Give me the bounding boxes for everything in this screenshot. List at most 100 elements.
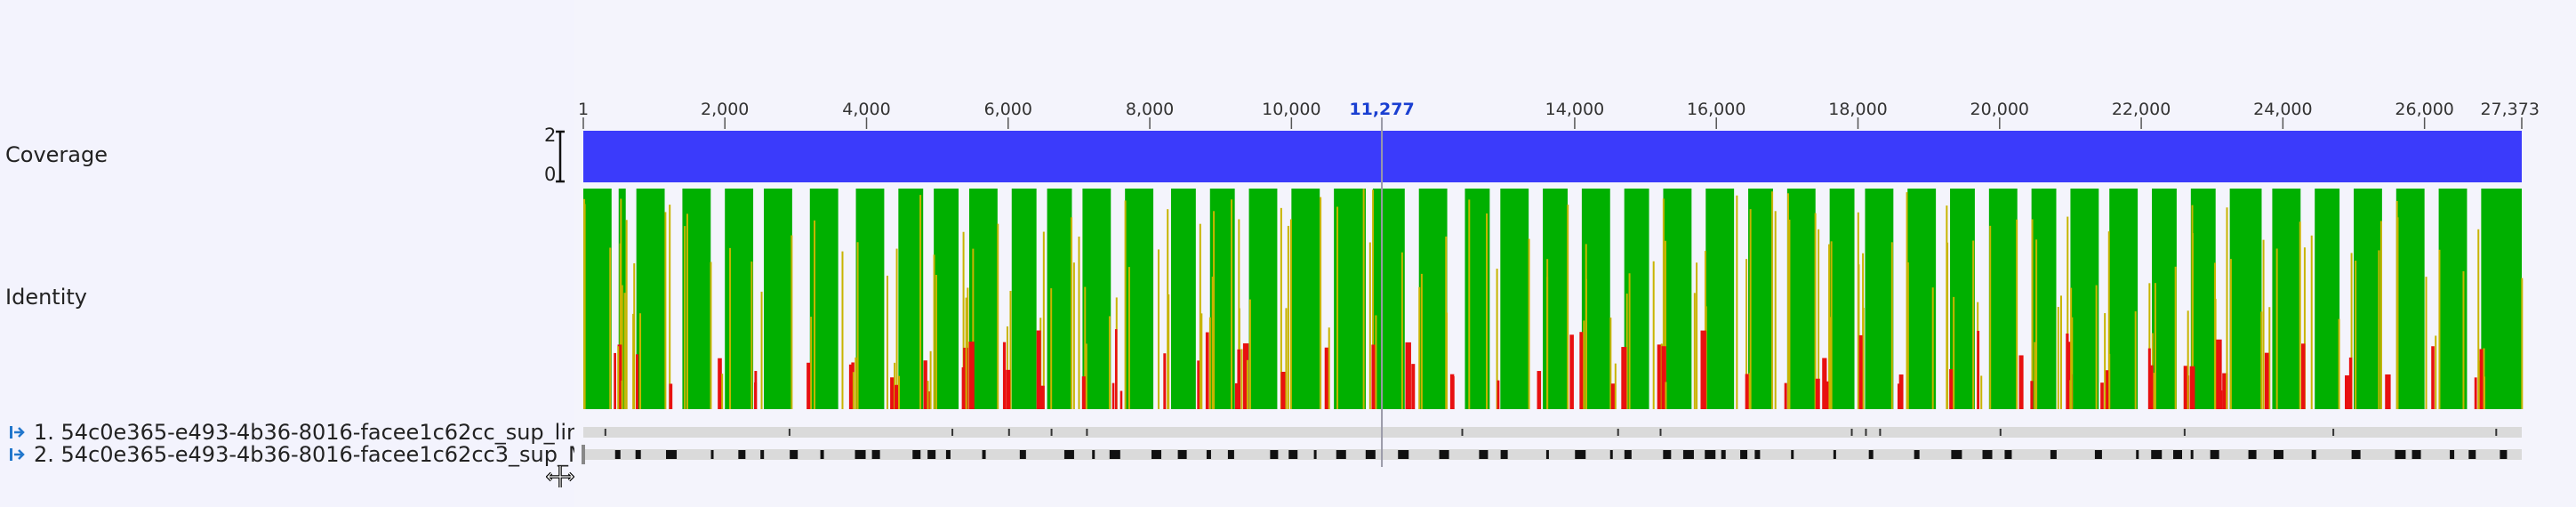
identity-mismatch-mark bbox=[686, 213, 688, 409]
identity-mismatch-mark bbox=[621, 380, 623, 409]
identity-mismatch-mark bbox=[1246, 359, 1248, 409]
identity-mismatch-mark bbox=[1372, 189, 1375, 409]
identity-mismatch-mark bbox=[1609, 318, 1612, 409]
identity-mismatch-mark bbox=[2214, 298, 2217, 409]
identity-mismatch-mark bbox=[2035, 239, 2038, 409]
identity-mismatch-mark bbox=[617, 346, 620, 409]
sequence-2-marker bbox=[1663, 450, 1672, 459]
sequence-2-marker bbox=[2172, 450, 2182, 459]
identity-mismatch-mark bbox=[625, 220, 628, 409]
sequence-2-marker bbox=[2094, 450, 2102, 459]
identity-mismatch-mark bbox=[2303, 247, 2306, 409]
identity-mismatch-mark bbox=[1745, 259, 1748, 409]
sequence-2-marker bbox=[2395, 450, 2406, 459]
sequence-1-marker bbox=[2332, 429, 2335, 436]
identity-mismatch-mark bbox=[2187, 310, 2189, 409]
sequence-2-marker bbox=[2411, 450, 2421, 459]
sequence-2-marker bbox=[666, 450, 678, 459]
identity-mismatch-mark bbox=[2066, 216, 2069, 409]
identity-low-mark bbox=[1898, 374, 1904, 409]
identity-mismatch-mark bbox=[1418, 286, 1421, 409]
sequence-2-marker bbox=[1398, 450, 1409, 459]
identity-low-mark bbox=[2216, 339, 2222, 409]
sequence-1-marker bbox=[1659, 429, 1662, 436]
identity-mismatch-mark bbox=[721, 374, 724, 409]
identity-low-mark bbox=[807, 362, 811, 409]
identity-block bbox=[764, 189, 792, 409]
alignment-view[interactable]: 1 2,000 4,000 6,000 8,000 10,000 11,277 14,000 1… bbox=[574, 0, 2576, 507]
identity-low-mark bbox=[669, 383, 673, 409]
identity-low-mark bbox=[1822, 358, 1827, 409]
identity-mismatch-mark bbox=[1078, 236, 1080, 409]
identity-mismatch-mark bbox=[1320, 197, 1322, 409]
identity-mismatch-mark bbox=[929, 350, 932, 409]
identity-mismatch-mark bbox=[2226, 207, 2228, 409]
identity-block bbox=[1829, 189, 1855, 409]
identity-mismatch-mark bbox=[1567, 205, 1569, 409]
identity-mismatch-mark bbox=[1906, 192, 1908, 409]
identity-mismatch-mark bbox=[2226, 373, 2228, 409]
sequence-2-marker bbox=[1151, 450, 1161, 459]
identity-low-mark bbox=[2222, 373, 2228, 409]
identity-low-mark bbox=[2105, 370, 2111, 409]
identity-mismatch-mark bbox=[1704, 251, 1706, 409]
alignment-graphics bbox=[582, 117, 2524, 467]
identity-mismatch-mark bbox=[1989, 225, 1992, 409]
identity-mismatch-mark bbox=[1890, 242, 1893, 409]
identity-mismatch-mark bbox=[886, 275, 888, 409]
identity-mismatch-mark bbox=[997, 223, 999, 409]
identity-mismatch-mark bbox=[1009, 290, 1012, 409]
identity-mismatch-mark bbox=[1665, 240, 1667, 409]
sequence-2-marker bbox=[912, 450, 921, 459]
identity-track-label: Identity bbox=[5, 285, 87, 310]
identity-mismatch-mark bbox=[1168, 294, 1170, 409]
sequence-1-marker bbox=[1879, 429, 1882, 436]
identity-mismatch-mark bbox=[1128, 267, 1130, 409]
identity-low-mark bbox=[2348, 357, 2353, 409]
sequence-1-marker bbox=[1850, 429, 1853, 436]
identity-block bbox=[1786, 189, 1816, 409]
identity-low-mark bbox=[636, 354, 639, 409]
ruler-tick-label: 22,000 bbox=[2111, 100, 2171, 119]
identity-mismatch-mark bbox=[1400, 252, 1403, 409]
identity-low-mark bbox=[1537, 371, 1542, 409]
identity-mismatch-mark bbox=[2104, 313, 2107, 409]
identity-mismatch-mark bbox=[2016, 219, 2018, 409]
identity-low-mark bbox=[1784, 382, 1787, 409]
sequence-2-marker bbox=[710, 450, 714, 459]
identity-low-mark bbox=[1324, 347, 1329, 409]
sequence-2-marker bbox=[1439, 450, 1449, 459]
ruler-tick-label: 10,000 bbox=[1262, 100, 1321, 119]
identity-mismatch-mark bbox=[1625, 294, 1628, 409]
identity-mismatch-mark bbox=[1328, 327, 1330, 409]
identity-mismatch-mark bbox=[1774, 211, 1777, 409]
identity-low-mark bbox=[2149, 373, 2155, 409]
sequence-2-marker bbox=[1336, 450, 1346, 459]
sequence-2-marker bbox=[1063, 450, 1074, 459]
identity-low-mark bbox=[1977, 330, 1980, 409]
sequence-row-2[interactable]: 2. 54c0e365-e493-4b36-8016-facee1c62cc3_… bbox=[9, 442, 600, 467]
sequence-2-marker bbox=[1721, 450, 1726, 459]
identity-low-mark bbox=[2474, 377, 2477, 409]
identity-mismatch-mark bbox=[1213, 211, 1216, 409]
sequence-2-marker bbox=[871, 450, 880, 459]
sequence-2-marker bbox=[1019, 450, 1026, 459]
identity-mismatch-mark bbox=[1828, 244, 1831, 409]
sequence-2-marker bbox=[1982, 450, 1993, 459]
sequence-2-marker bbox=[790, 450, 798, 459]
identity-low-mark bbox=[1242, 343, 1249, 409]
sequence-2-marker bbox=[635, 450, 641, 459]
identity-block bbox=[2109, 189, 2139, 409]
identity-mismatch-mark bbox=[1787, 193, 1790, 409]
identity-low-mark bbox=[2066, 333, 2069, 409]
identity-low-mark bbox=[1661, 346, 1666, 409]
identity-mismatch-mark bbox=[841, 251, 844, 409]
identity-mismatch-mark bbox=[935, 275, 937, 409]
sequence-2-marker bbox=[1109, 450, 1120, 459]
sequence-2-marker bbox=[945, 450, 951, 459]
identity-mismatch-mark bbox=[1108, 316, 1111, 409]
sequence-row-1[interactable]: 1. 54c0e365-e493-4b36-8016-facee1c62cc_s… bbox=[9, 420, 606, 445]
coverage-bar bbox=[583, 131, 2522, 182]
identity-mismatch-mark bbox=[810, 317, 813, 409]
identity-block bbox=[2354, 189, 2382, 409]
